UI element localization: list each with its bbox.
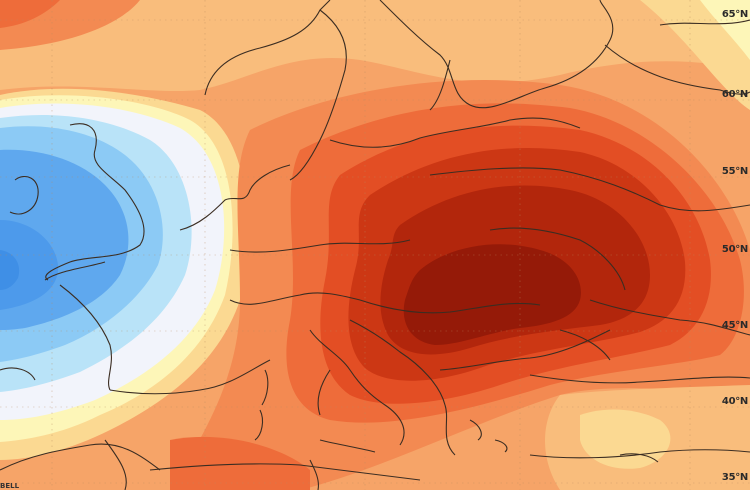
credit-text: BELL <box>0 482 20 490</box>
heat-dome <box>170 80 750 490</box>
latitude-label-45n: 45°N <box>721 320 748 331</box>
latitude-label-65n: 65°N <box>721 9 748 20</box>
latitude-label-55n: 55°N <box>721 166 748 177</box>
latitude-label-35n: 35°N <box>721 472 748 483</box>
cold-core <box>0 250 20 290</box>
latitude-label-50n: 50°N <box>721 244 748 255</box>
cold-anomaly <box>0 88 248 460</box>
latitude-label-60n: 60°N <box>721 89 748 100</box>
latitude-label-40n: 40°N <box>721 396 748 407</box>
northern-band <box>0 0 750 92</box>
